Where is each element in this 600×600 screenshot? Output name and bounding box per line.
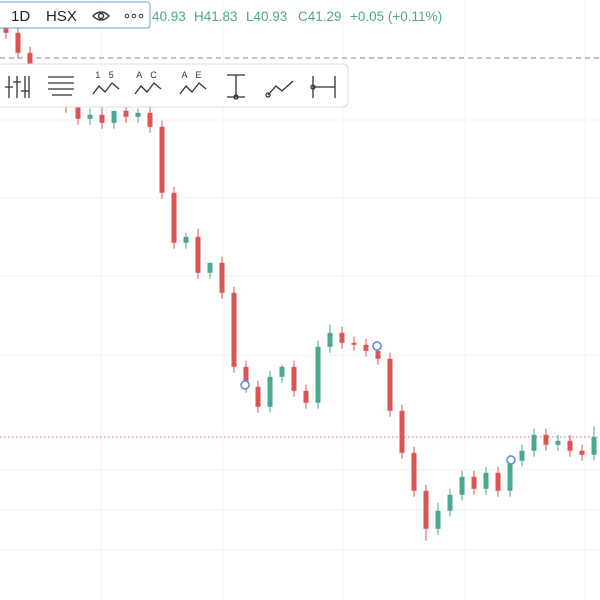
candle-body	[99, 114, 105, 123]
candles	[0, 12, 600, 541]
more-icon[interactable]	[124, 13, 144, 19]
candle-body	[519, 450, 525, 461]
candle-body	[135, 112, 141, 117]
toolbar	[0, 63, 349, 108]
candle-body	[231, 292, 237, 367]
change: +0.05 (+0.11%)	[350, 9, 442, 24]
candle-body	[123, 110, 129, 117]
candle-body	[219, 262, 225, 293]
candle-body	[315, 346, 321, 403]
candle-body	[483, 472, 489, 489]
candle-body	[375, 350, 381, 359]
toolbar-icons[interactable]	[5, 74, 336, 100]
candle-body	[351, 342, 357, 345]
candle-body	[15, 32, 21, 53]
candle-body	[291, 366, 297, 391]
candle-body	[87, 114, 93, 119]
candle-body	[159, 126, 165, 193]
candle-body	[243, 366, 249, 387]
candle-body	[183, 236, 189, 243]
low: L40.93	[246, 9, 287, 24]
candle-body	[567, 440, 573, 451]
toolbar-label: 1 5	[95, 70, 117, 80]
candle-body	[279, 366, 285, 377]
candle-body	[147, 112, 153, 127]
close: C41.29	[298, 9, 342, 24]
candle-body	[423, 490, 429, 529]
toolbar-label: A C	[136, 70, 160, 80]
candle-body	[303, 390, 309, 403]
candle-body	[435, 510, 441, 529]
high: H41.83	[194, 9, 238, 24]
candle-body	[111, 110, 117, 123]
toolbar-label: A E	[181, 70, 204, 80]
candle-body	[195, 236, 201, 273]
candle-body	[327, 332, 333, 347]
candle-body	[471, 476, 477, 489]
symbol-box[interactable]	[0, 1, 151, 29]
candle-body	[207, 262, 213, 273]
candle-body	[555, 440, 561, 445]
candle-body	[411, 452, 417, 491]
candle-body	[75, 106, 81, 119]
ohlc: 40.93 H41.83 L40.93 C41.29 +0.05 (+0.11%…	[152, 9, 442, 24]
candle-body	[447, 494, 453, 511]
open: 40.93	[152, 9, 186, 24]
candle-body	[171, 192, 177, 243]
eye-icon[interactable]	[92, 11, 110, 21]
candle-body	[531, 434, 537, 451]
candle-body	[363, 344, 369, 351]
candle-body	[579, 450, 585, 455]
candle-body	[399, 410, 405, 453]
event-markers	[240, 341, 516, 465]
candle-body	[495, 472, 501, 491]
candle-body	[255, 386, 261, 407]
candle-body	[591, 437, 597, 455]
candle-body	[339, 332, 345, 343]
symbol[interactable]: HSX	[46, 8, 77, 25]
candle-body	[507, 460, 513, 491]
interval[interactable]: 1D	[11, 8, 30, 25]
candle-body	[267, 376, 273, 407]
candle-body	[543, 434, 549, 445]
candle-body	[27, 52, 33, 73]
candle-body	[459, 476, 465, 495]
candle-body	[387, 358, 393, 411]
